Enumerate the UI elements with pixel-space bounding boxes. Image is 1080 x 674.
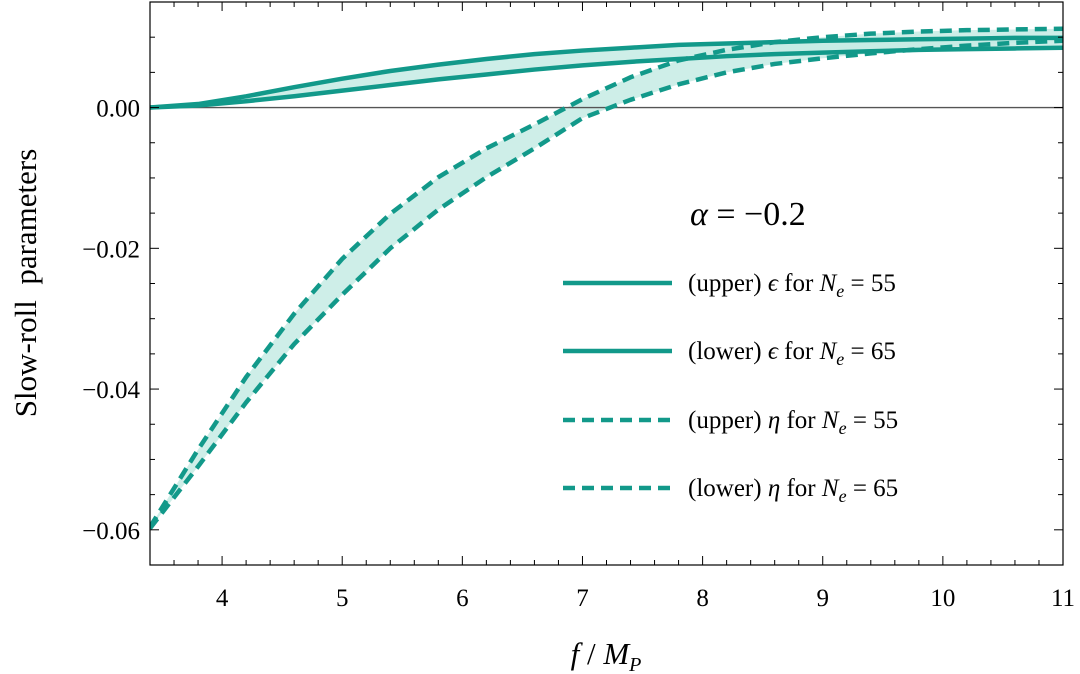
y-tick-label: −0.02 — [82, 236, 140, 263]
legend-label: (lower) ϵ for Ne = 65 — [688, 338, 896, 369]
x-axis-title: f / MP — [571, 636, 642, 674]
eta-upper-curve — [150, 26, 1063, 529]
legend-label: (upper) ϵ for Ne = 55 — [688, 270, 896, 301]
annotation-value: = −0.2 — [708, 196, 806, 233]
x-tick-label: 4 — [216, 585, 229, 612]
legend-label: (lower) η for Ne = 65 — [688, 475, 898, 506]
annotation-alpha: α — [690, 196, 709, 233]
tick-label-layer: 4 5 6 7 8 9 10 11 0.00 −0.02 −0.04 −0.06 — [82, 96, 1075, 612]
x-tick-label: 7 — [576, 585, 589, 612]
curve-layer — [150, 26, 1063, 530]
x-tick-label: 11 — [1051, 585, 1075, 612]
legend-entry: (lower) η for Ne = 65 — [563, 475, 898, 506]
epsilon-upper-curve — [150, 35, 1063, 110]
x-tick-label: 8 — [696, 585, 709, 612]
y-tick-label: −0.04 — [82, 377, 140, 404]
legend: (upper) ϵ for Ne = 55 (lower) ϵ for Ne = … — [563, 270, 898, 506]
x-axis-title-m: M — [602, 636, 631, 671]
legend-entry: (upper) η for Ne = 55 — [563, 407, 898, 438]
y-tick-label: 0.00 — [96, 96, 140, 123]
x-tick-label: 10 — [930, 585, 955, 612]
eta-band — [150, 28, 1063, 529]
x-tick-label: 6 — [456, 585, 469, 612]
legend-entry: (upper) ϵ for Ne = 55 — [563, 270, 896, 301]
alpha-annotation: α = −0.2 — [690, 196, 806, 233]
x-tick-label: 5 — [336, 585, 349, 612]
tick-layer — [149, 1, 1064, 566]
legend-label: (upper) η for Ne = 55 — [688, 407, 898, 438]
x-axis-title-sub: P — [628, 654, 641, 674]
x-axis-title-slash: / — [579, 636, 603, 671]
band-layer — [150, 28, 1063, 529]
eta-lower-curve — [150, 38, 1063, 530]
y-tick-label: −0.06 — [82, 518, 140, 545]
legend-entry: (lower) ϵ for Ne = 65 — [563, 338, 896, 369]
x-tick-label: 9 — [816, 585, 829, 612]
y-axis-title: Slow-roll parameters — [8, 149, 43, 418]
